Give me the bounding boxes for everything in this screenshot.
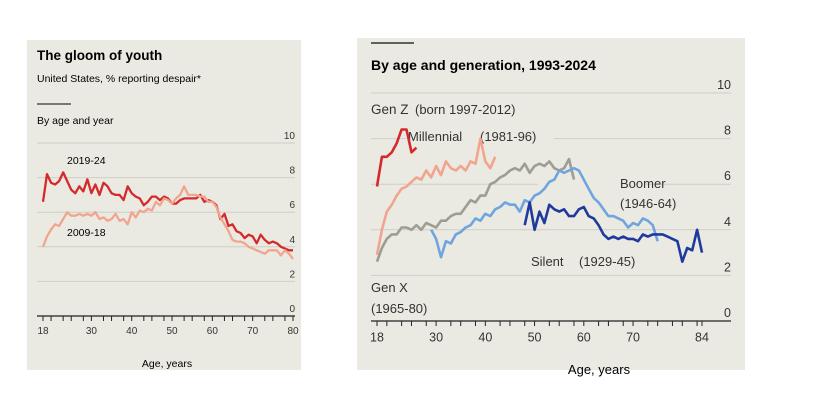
series-label-gen-x-years: (1965-80) bbox=[371, 301, 427, 316]
chart-title: By age and generation, 1993-2024 bbox=[371, 57, 596, 73]
series-label-millennial: Millennial bbox=[408, 129, 462, 144]
chart-panel-by-year: The gloom of youth United States, % repo… bbox=[27, 40, 301, 370]
series-label-boomer: Boomer bbox=[620, 176, 666, 191]
series-label-2009-18: 2009-18 bbox=[67, 227, 106, 239]
y-tick-label: 0 bbox=[724, 306, 731, 320]
y-tick-label: 2 bbox=[724, 260, 731, 274]
x-tick-label: 80 bbox=[287, 326, 299, 337]
y-tick-label: 8 bbox=[289, 166, 295, 177]
series-line-gen-x bbox=[375, 157, 576, 263]
y-tick-label: 2 bbox=[289, 269, 295, 280]
x-tick-label: 84 bbox=[695, 331, 709, 345]
y-tick-label: 8 bbox=[724, 124, 731, 138]
series-label-gen-z-years: (born 1997-2012) bbox=[415, 102, 515, 117]
x-axis-label: Age, years bbox=[568, 362, 631, 377]
series-line-2009-18 bbox=[41, 185, 294, 260]
series-label-2019-24: 2019-24 bbox=[67, 155, 106, 167]
chart-by-year: The gloom of youth United States, % repo… bbox=[37, 48, 299, 370]
y-tick-label: 0 bbox=[289, 304, 295, 315]
label-background bbox=[525, 236, 633, 252]
x-axis-label: Age, years bbox=[142, 358, 192, 370]
x-tick-label: 40 bbox=[126, 326, 138, 337]
series-line-silent bbox=[523, 201, 704, 263]
label-background bbox=[369, 278, 429, 310]
series-label-boomer-years: (1946-64) bbox=[620, 196, 676, 211]
chart-subtitle: United States, % reporting despair* bbox=[37, 73, 201, 85]
x-tick-label: 30 bbox=[86, 326, 98, 337]
x-tick-label: 50 bbox=[166, 326, 178, 337]
x-tick-label: 50 bbox=[528, 331, 542, 345]
y-tick-label: 10 bbox=[284, 131, 296, 142]
y-tick-label: 4 bbox=[724, 215, 731, 229]
x-tick-label: 70 bbox=[626, 331, 640, 345]
y-tick-label: 4 bbox=[289, 235, 295, 246]
label-background bbox=[406, 129, 554, 145]
chart-panel-by-generation: By age and generation, 1993-2024 Age, ye… bbox=[357, 38, 745, 377]
series-label-silent: Silent bbox=[531, 254, 564, 269]
x-tick-label: 18 bbox=[37, 326, 49, 337]
chart-by-generation: By age and generation, 1993-2024 Age, ye… bbox=[369, 42, 731, 377]
x-tick-label: 40 bbox=[478, 331, 492, 345]
x-tick-label: 70 bbox=[247, 326, 259, 337]
y-tick-label: 6 bbox=[289, 200, 295, 211]
series-label-silent-years: (1929-45) bbox=[579, 254, 635, 269]
series-line-gen-z bbox=[375, 128, 418, 187]
x-tick-label: 30 bbox=[429, 331, 443, 345]
x-tick-label: 60 bbox=[207, 326, 219, 337]
series-label-millennial-years: (1981-96) bbox=[480, 129, 536, 144]
section-label: By age and year bbox=[37, 115, 114, 127]
y-tick-label: 10 bbox=[717, 78, 731, 92]
series-line-2019-24 bbox=[41, 171, 293, 252]
chart-title: The gloom of youth bbox=[37, 48, 162, 63]
series-label-gen-x: Gen X bbox=[371, 280, 408, 295]
series-label-gen-z: Gen Z bbox=[371, 102, 409, 117]
x-tick-label: 60 bbox=[577, 331, 591, 345]
series-line-boomer bbox=[430, 166, 659, 259]
series-line-millennial bbox=[375, 137, 497, 256]
x-tick-label: 18 bbox=[370, 331, 384, 345]
y-tick-label: 6 bbox=[724, 169, 731, 183]
label-background bbox=[369, 102, 494, 118]
